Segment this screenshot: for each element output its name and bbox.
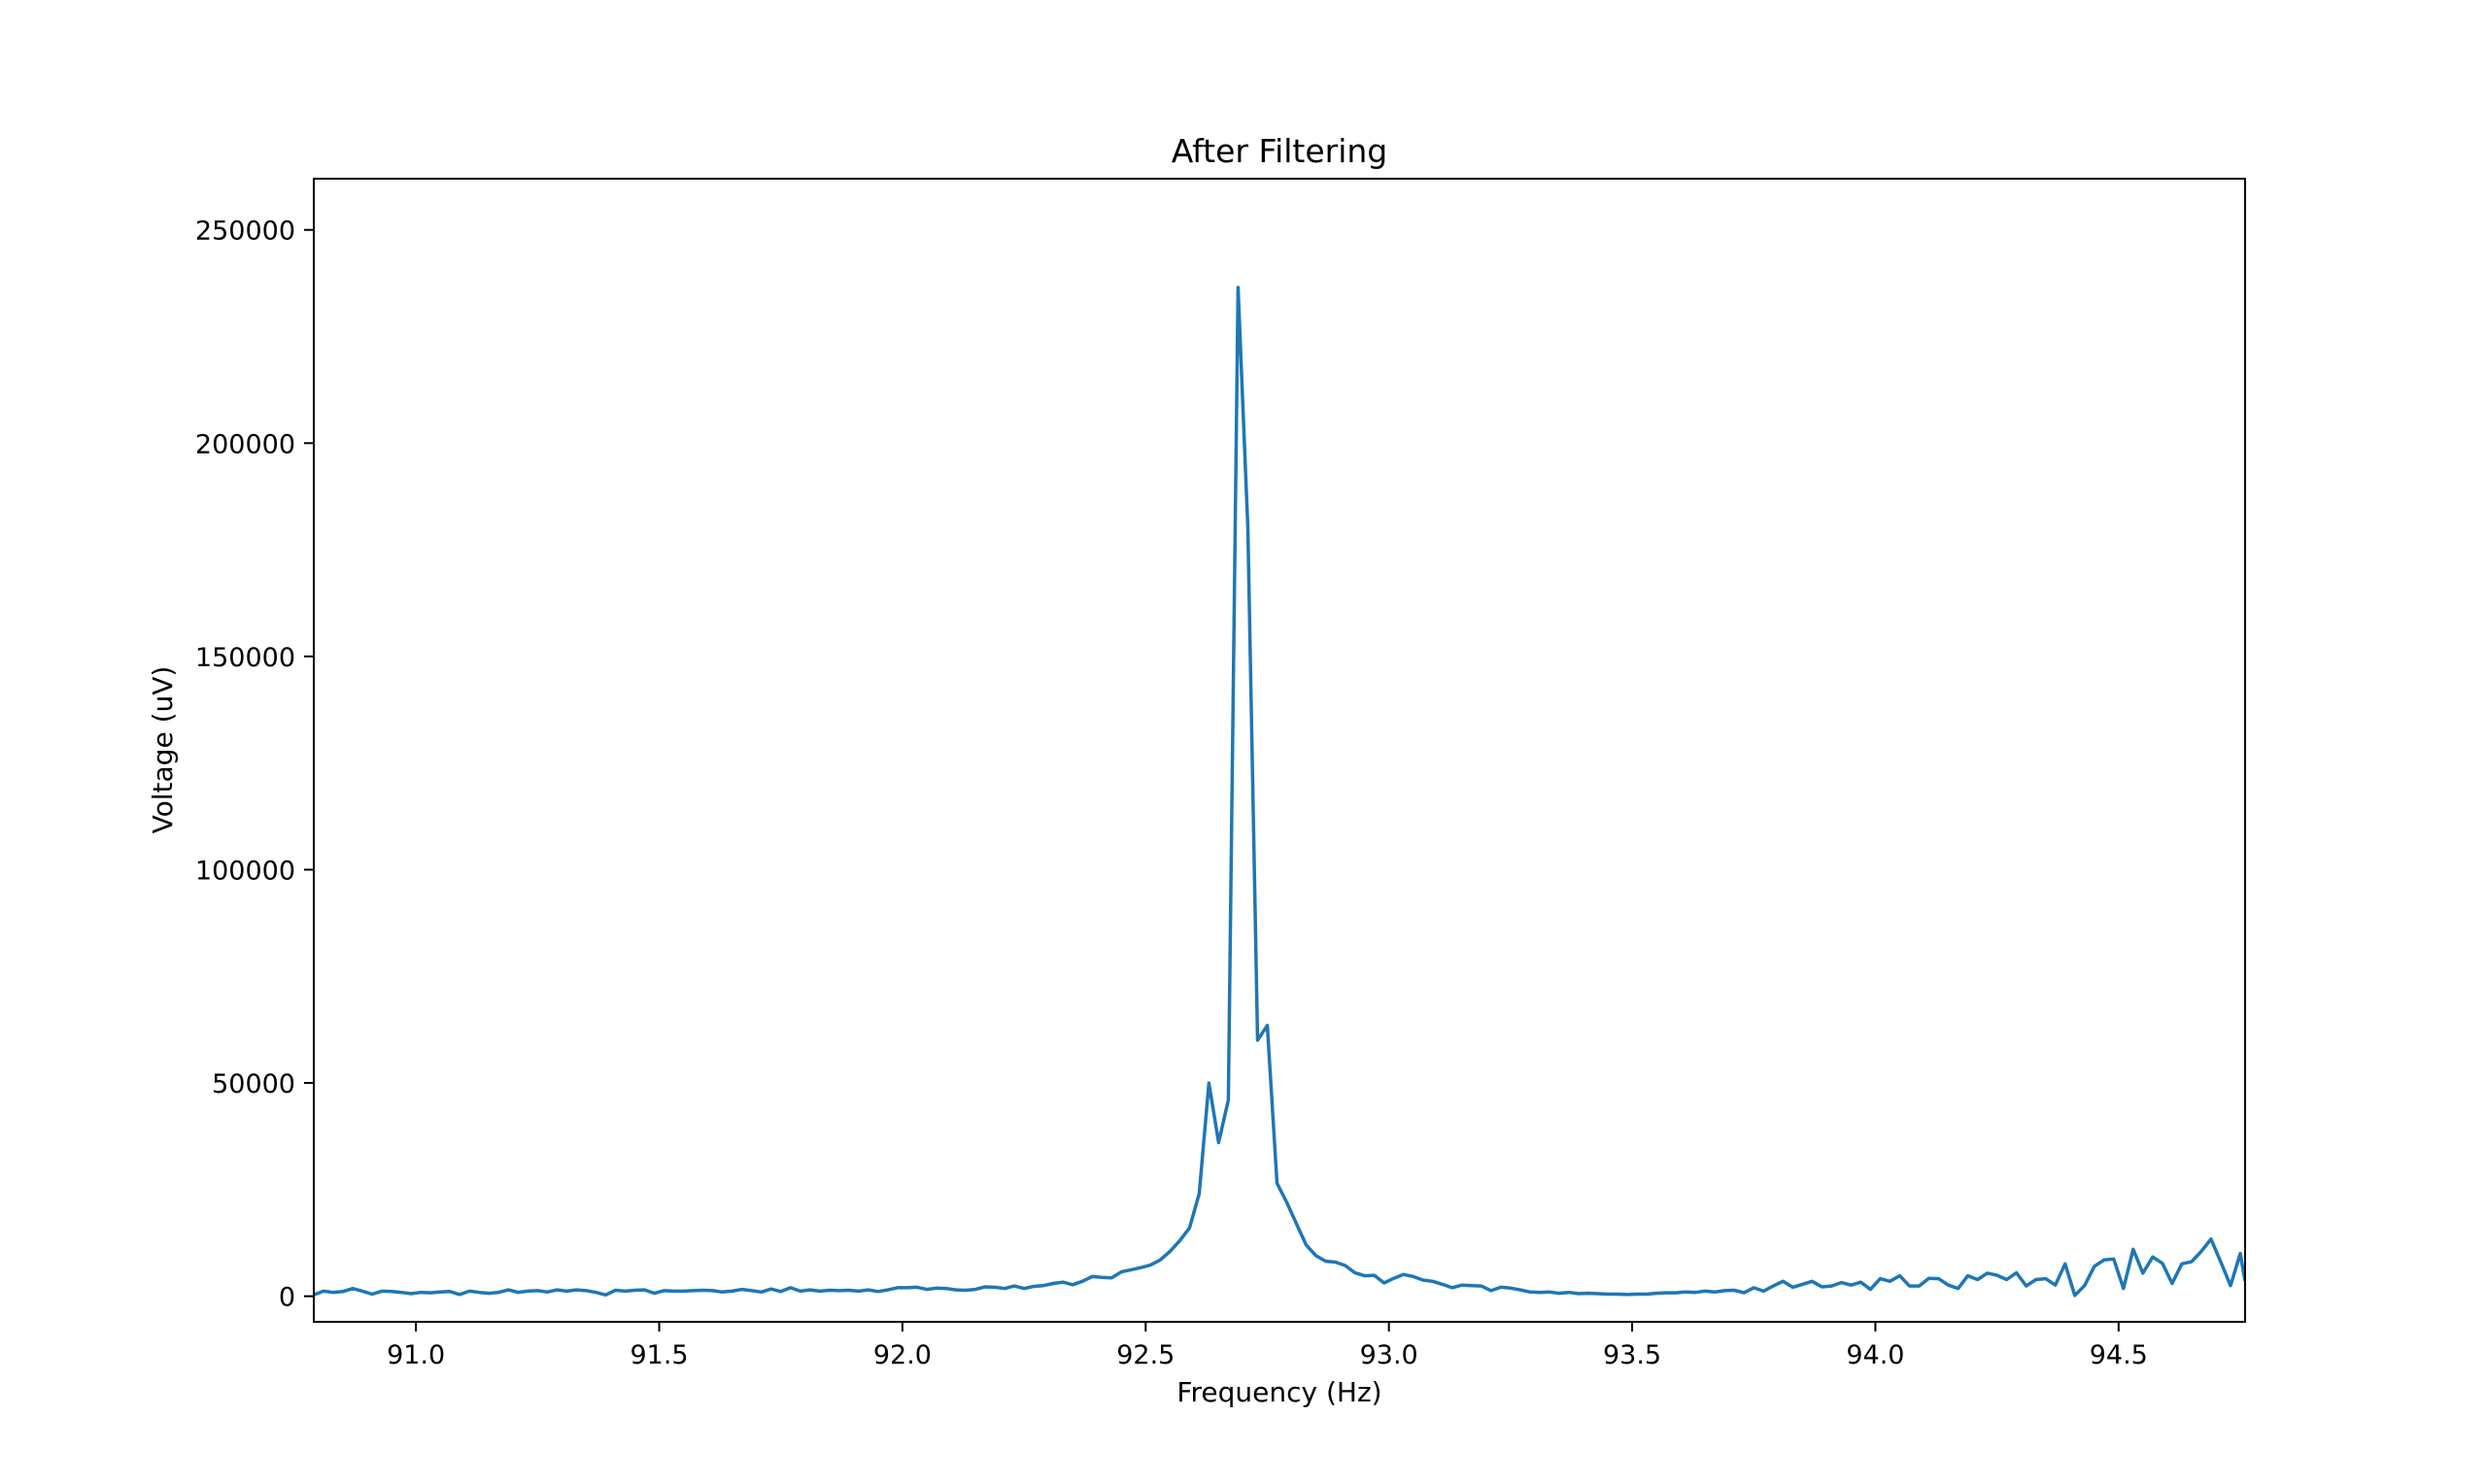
x-tick-label: 93.0: [1360, 1340, 1418, 1370]
y-tick-label: 250000: [195, 217, 295, 247]
x-tick-label: 94.5: [2090, 1340, 2148, 1370]
x-tick-label: 92.0: [873, 1340, 932, 1370]
y-axis-title: Voltage (uV): [147, 666, 179, 834]
y-tick-label: 100000: [195, 856, 295, 886]
series-line: [314, 286, 2245, 1298]
chart-title: After Filtering: [1172, 132, 1388, 170]
x-tick-label: 92.5: [1116, 1340, 1175, 1370]
x-axis-title: Frequency (Hz): [1176, 1376, 1381, 1408]
plot-frame: [313, 178, 2246, 1323]
plot-series: [314, 286, 2245, 1298]
x-axis: 91.0 91.5 92.0 92.5 93.0 93.5 94.0 94.5: [387, 1322, 2148, 1370]
x-tick-label: 91.0: [387, 1340, 445, 1370]
y-tick-label: 150000: [195, 643, 295, 673]
x-tick-label: 93.5: [1603, 1340, 1661, 1370]
y-axis: 0 50000 100000 150000 200000 250000: [195, 217, 314, 1313]
y-tick-label: 200000: [195, 429, 295, 459]
y-tick-label: 50000: [212, 1069, 295, 1099]
x-tick-label: 91.5: [630, 1340, 688, 1370]
y-tick-label: 0: [279, 1283, 295, 1313]
x-tick-label: 94.0: [1846, 1340, 1904, 1370]
